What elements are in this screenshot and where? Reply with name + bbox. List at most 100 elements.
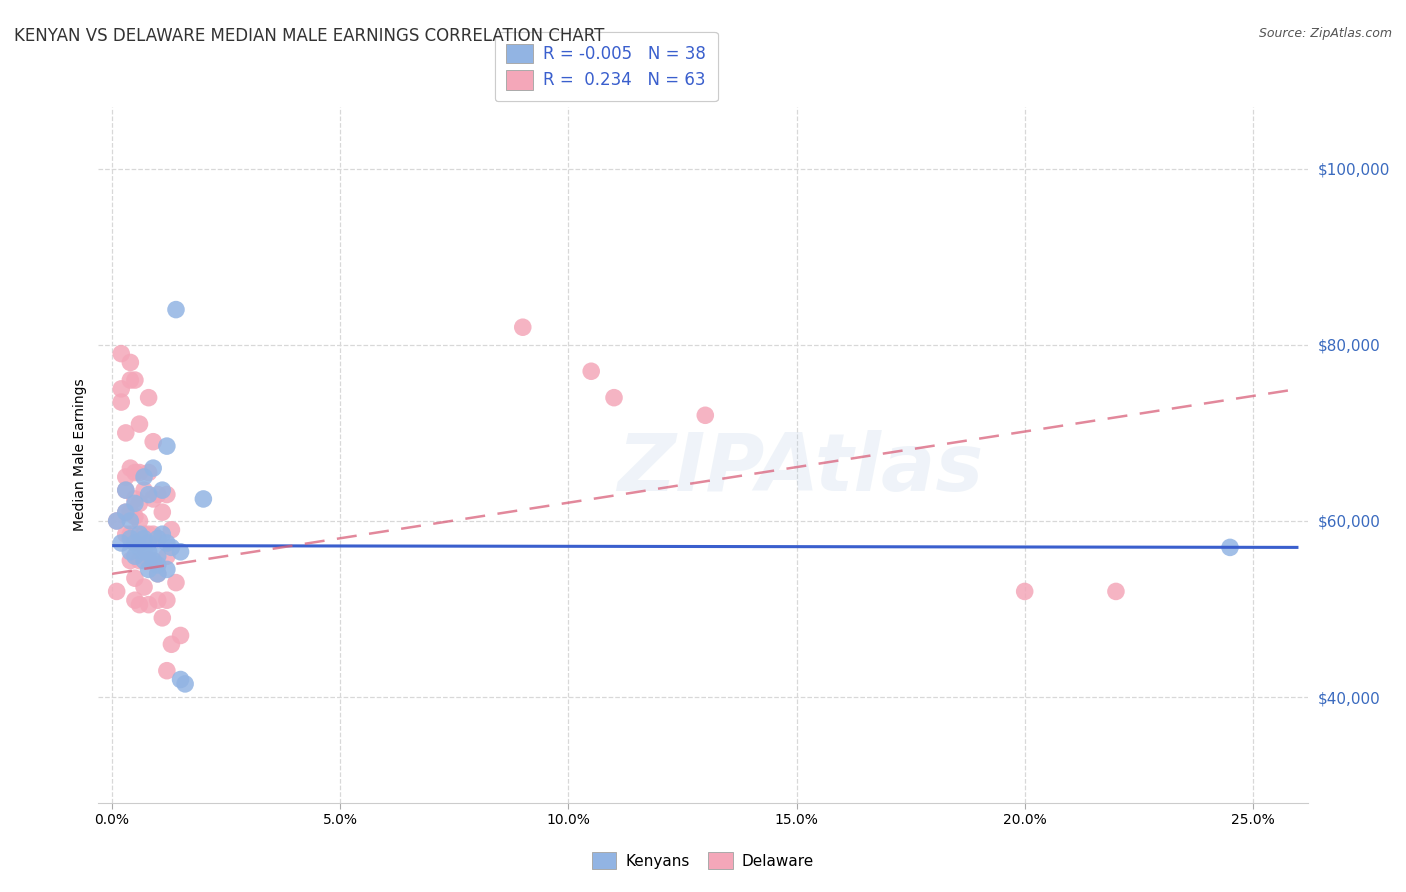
Point — [110, 536, 132, 550]
Point — [120, 505, 142, 519]
Point — [124, 496, 146, 510]
Point — [128, 496, 150, 510]
Point — [146, 558, 169, 572]
Point — [169, 545, 191, 559]
Point — [124, 571, 146, 585]
Point — [146, 566, 169, 581]
Point — [132, 541, 155, 555]
Point — [156, 487, 179, 501]
Point — [124, 549, 146, 564]
Point — [142, 491, 165, 506]
Point — [193, 491, 215, 506]
Point — [146, 549, 169, 564]
Point — [1014, 584, 1036, 599]
Point — [120, 545, 142, 559]
Point — [146, 532, 169, 546]
Point — [603, 391, 626, 405]
Point — [138, 536, 160, 550]
Point — [150, 505, 173, 519]
Point — [146, 566, 169, 581]
Point — [110, 382, 132, 396]
Point — [1219, 541, 1241, 555]
Point — [114, 470, 136, 484]
Point — [114, 425, 136, 440]
Point — [579, 364, 602, 378]
Point — [138, 391, 160, 405]
Point — [142, 553, 165, 567]
Point — [150, 527, 173, 541]
Point — [146, 593, 169, 607]
Point — [132, 545, 155, 559]
Point — [120, 532, 142, 546]
Point — [128, 541, 150, 555]
Point — [138, 598, 160, 612]
Point — [138, 562, 160, 576]
Point — [142, 434, 165, 449]
Point — [132, 470, 155, 484]
Point — [128, 527, 150, 541]
Text: ZIPAtlas: ZIPAtlas — [617, 430, 983, 508]
Point — [120, 373, 142, 387]
Point — [142, 461, 165, 475]
Point — [132, 527, 155, 541]
Point — [120, 461, 142, 475]
Point — [114, 483, 136, 497]
Point — [142, 553, 165, 567]
Point — [156, 664, 179, 678]
Point — [128, 598, 150, 612]
Point — [128, 466, 150, 480]
Point — [1105, 584, 1128, 599]
Point — [132, 580, 155, 594]
Point — [174, 677, 197, 691]
Point — [110, 395, 132, 409]
Point — [124, 509, 146, 524]
Point — [169, 628, 191, 642]
Point — [124, 593, 146, 607]
Point — [165, 575, 187, 590]
Point — [124, 536, 146, 550]
Legend: Kenyans, Delaware: Kenyans, Delaware — [586, 846, 820, 875]
Point — [160, 523, 183, 537]
Point — [138, 545, 160, 559]
Point — [128, 553, 150, 567]
Point — [138, 487, 160, 501]
Text: KENYAN VS DELAWARE MEDIAN MALE EARNINGS CORRELATION CHART: KENYAN VS DELAWARE MEDIAN MALE EARNINGS … — [14, 27, 605, 45]
Point — [138, 527, 160, 541]
Point — [132, 532, 155, 546]
Point — [156, 536, 179, 550]
Point — [105, 584, 128, 599]
Point — [132, 553, 155, 567]
Point — [512, 320, 534, 334]
Point — [160, 637, 183, 651]
Point — [114, 527, 136, 541]
Point — [150, 483, 173, 497]
Point — [110, 346, 132, 360]
Point — [124, 466, 146, 480]
Point — [114, 505, 136, 519]
Point — [128, 417, 150, 431]
Point — [146, 487, 169, 501]
Point — [160, 541, 183, 555]
Point — [124, 491, 146, 506]
Point — [695, 409, 717, 423]
Text: Source: ZipAtlas.com: Source: ZipAtlas.com — [1258, 27, 1392, 40]
Point — [114, 505, 136, 519]
Point — [156, 549, 179, 564]
Point — [124, 536, 146, 550]
Point — [165, 302, 187, 317]
Point — [114, 483, 136, 497]
Point — [124, 373, 146, 387]
Point — [120, 355, 142, 369]
Point — [138, 553, 160, 567]
Point — [156, 439, 179, 453]
Point — [128, 514, 150, 528]
Point — [138, 466, 160, 480]
Point — [146, 532, 169, 546]
Point — [132, 483, 155, 497]
Point — [120, 527, 142, 541]
Point — [105, 514, 128, 528]
Point — [156, 562, 179, 576]
Point — [169, 673, 191, 687]
Point — [142, 527, 165, 541]
Point — [120, 553, 142, 567]
